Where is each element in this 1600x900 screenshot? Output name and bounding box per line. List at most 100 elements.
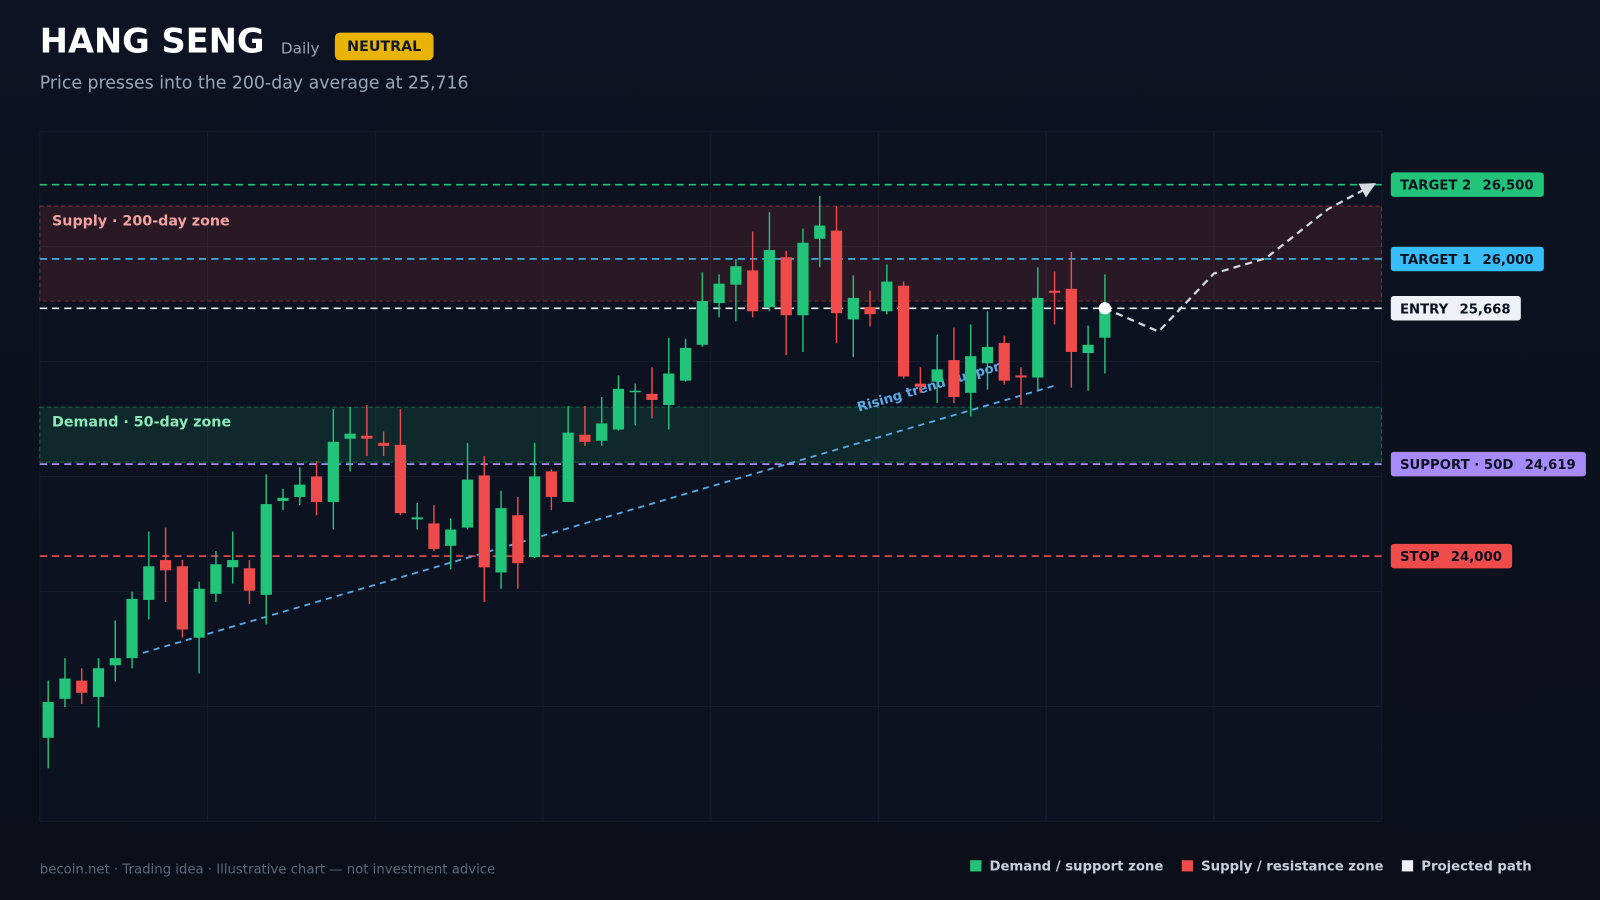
level-tag-name: TARGET 2 (1400, 179, 1471, 194)
level-tag: STOP 24,000 (1390, 543, 1513, 569)
candle-body (1065, 288, 1077, 352)
candle-body (1032, 297, 1044, 378)
candle-body (512, 515, 524, 564)
badge: NEUTRAL (347, 39, 421, 55)
level-tag-name: TARGET 1 (1400, 253, 1471, 268)
candle-body (730, 266, 742, 285)
candle-body (327, 441, 339, 503)
candle-body (847, 297, 859, 320)
legend-item: Projected path (1401, 859, 1532, 874)
candle-body (143, 566, 155, 600)
candle-body (294, 484, 306, 497)
candle-body (696, 300, 708, 345)
candle-body (378, 442, 390, 446)
candle-body (679, 347, 692, 381)
candle-body (176, 566, 188, 630)
trend-line (131, 384, 1055, 657)
candle-body (914, 383, 926, 387)
candle-body (59, 678, 71, 699)
candle-body (461, 479, 474, 528)
candle-body (663, 373, 675, 405)
candle-body (478, 475, 490, 568)
level-tag-background (1390, 451, 1586, 477)
level-tag-value: 26,000 (1482, 253, 1533, 268)
candle-body (1015, 375, 1027, 378)
candle-body (126, 598, 138, 659)
candle-body (897, 285, 910, 377)
candle-body (998, 342, 1010, 381)
level-tag: SUPPORT · 50D 24,619 (1390, 451, 1586, 477)
candle-body (814, 225, 826, 239)
level-tag: TARGET 2 26,500 (1390, 172, 1544, 197)
legend-label: Supply / resistance zone (1201, 859, 1383, 874)
candle-body (579, 434, 591, 442)
candle-body (445, 529, 457, 546)
candle-body (344, 433, 356, 439)
candle-body (830, 230, 843, 314)
candle-body (495, 508, 507, 573)
candle-body (277, 497, 289, 501)
candle-body (1099, 308, 1111, 338)
candle-body (629, 390, 641, 393)
legend-item: Supply / resistance zone (1181, 859, 1384, 874)
candle-body (1048, 290, 1061, 293)
candle-body (881, 281, 893, 312)
candle-body (310, 476, 323, 503)
candle-body (243, 568, 256, 591)
legend-item: Demand / support zone (970, 859, 1163, 874)
candle-body (763, 250, 776, 308)
level-tag-value: 25,668 (1459, 302, 1510, 317)
projected-path (1104, 183, 1377, 333)
candle-body (109, 658, 121, 666)
candle-body (92, 668, 105, 697)
candle-body (528, 476, 541, 558)
badge-background (334, 32, 434, 61)
candle-body (76, 680, 88, 693)
candle-body (227, 560, 239, 568)
level-tag-background (1390, 296, 1521, 321)
candle-body (545, 471, 557, 497)
level-tag-name: ENTRY (1400, 302, 1449, 317)
candle-body (1082, 344, 1094, 353)
legend-swatch (1401, 860, 1414, 872)
legend-label: Demand / support zone (990, 859, 1164, 874)
zone (39, 406, 1383, 463)
title: HANG SENG (40, 21, 265, 60)
level-tag-value: 26,500 (1482, 179, 1533, 194)
legend-swatch (1181, 860, 1193, 872)
candle-body (193, 588, 205, 638)
level-tag-value: 24,000 (1451, 550, 1502, 565)
candle-body (931, 369, 943, 382)
candle-body (428, 523, 440, 549)
candle-body (612, 388, 625, 430)
candle-body (159, 560, 172, 571)
candle-body (42, 701, 54, 738)
footer: becoin.net · Trading idea · Illustrative… (40, 862, 495, 877)
candle-body (394, 444, 407, 514)
level-tag: TARGET 1 26,000 (1390, 246, 1544, 272)
subtitle: Price presses into the 200-day average a… (40, 74, 469, 94)
zone-label: Supply · 200-day zone (52, 213, 230, 229)
candle-body (965, 356, 977, 393)
level-tag-name: STOP (1400, 550, 1440, 565)
level-tag-background (1390, 543, 1513, 569)
candle-body (596, 423, 608, 441)
candle-body (361, 435, 373, 439)
candle-body (260, 504, 272, 595)
level-tag: ENTRY 25,668 (1390, 296, 1521, 321)
candle-body (864, 307, 876, 315)
candle-body (948, 360, 960, 397)
level-tag-name: SUPPORT · 50D (1400, 458, 1513, 473)
entry-dot (1098, 302, 1112, 315)
candle-body (797, 242, 809, 316)
candle-body (981, 346, 994, 364)
candle-body (210, 564, 222, 594)
level-tag-background (1390, 172, 1544, 197)
candle-body (411, 517, 423, 520)
zone (39, 205, 1383, 302)
legend-label: Projected path (1421, 859, 1531, 874)
timeframe: Daily (281, 39, 320, 57)
candle-body (780, 257, 792, 316)
